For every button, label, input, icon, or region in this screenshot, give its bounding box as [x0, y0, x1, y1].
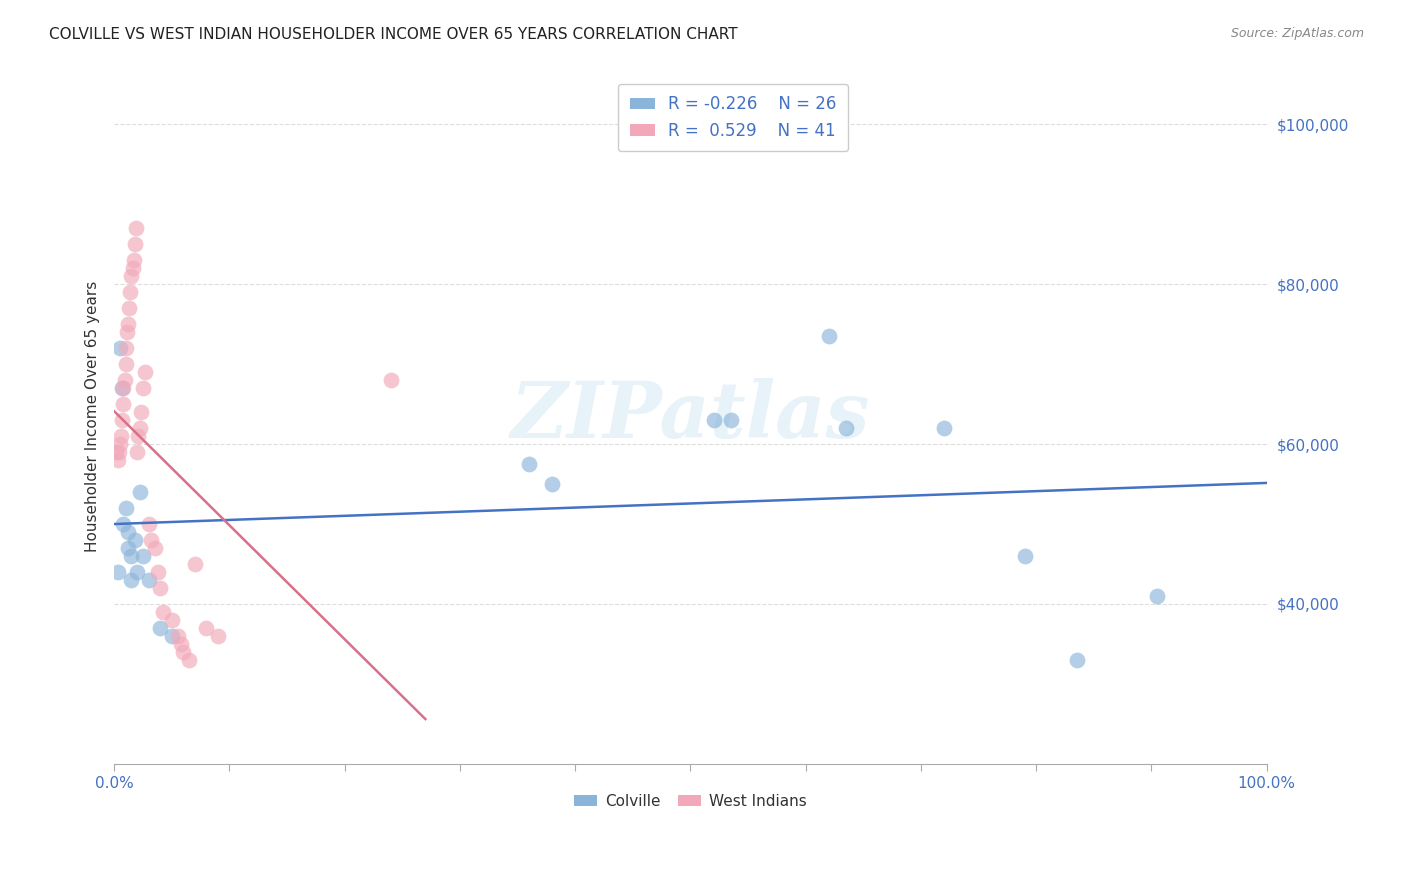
Point	[124, 237, 146, 252]
Point	[114, 501, 136, 516]
Point	[121, 269, 143, 284]
Point	[128, 485, 150, 500]
Point	[120, 285, 142, 300]
Point	[129, 405, 152, 419]
Point	[110, 429, 132, 443]
Point	[114, 357, 136, 371]
Point	[111, 381, 134, 395]
Point	[127, 445, 149, 459]
Point	[1014, 549, 1036, 563]
Point	[117, 524, 139, 539]
Point	[128, 421, 150, 435]
Point	[541, 477, 564, 491]
Point	[184, 557, 207, 571]
Point	[702, 413, 724, 427]
Point	[112, 517, 135, 532]
Point	[139, 533, 162, 547]
Point	[121, 573, 143, 587]
Point	[108, 437, 131, 451]
Point	[160, 613, 183, 627]
Point	[127, 429, 149, 443]
Point	[111, 413, 134, 427]
Point	[152, 605, 174, 619]
Point	[112, 381, 135, 395]
Point	[107, 565, 129, 579]
Point	[720, 413, 742, 427]
Point	[125, 221, 148, 235]
Text: Source: ZipAtlas.com: Source: ZipAtlas.com	[1230, 27, 1364, 40]
Point	[114, 373, 136, 387]
Text: COLVILLE VS WEST INDIAN HOUSEHOLDER INCOME OVER 65 YEARS CORRELATION CHART: COLVILLE VS WEST INDIAN HOUSEHOLDER INCO…	[49, 27, 738, 42]
Point	[132, 381, 155, 395]
Point	[932, 421, 955, 435]
Text: ZIPatlas: ZIPatlas	[510, 378, 870, 454]
Point	[835, 421, 858, 435]
Point	[108, 341, 131, 355]
Point	[160, 629, 183, 643]
Point	[149, 621, 172, 635]
Point	[1066, 653, 1088, 667]
Point	[170, 637, 193, 651]
Point	[143, 541, 166, 555]
Point	[127, 565, 149, 579]
Point	[105, 445, 128, 459]
Point	[121, 261, 143, 276]
Legend: Colville, West Indians: Colville, West Indians	[568, 788, 813, 815]
Point	[115, 325, 138, 339]
Point	[121, 549, 143, 563]
Point	[149, 581, 172, 595]
Point	[138, 573, 160, 587]
Point	[107, 445, 129, 459]
Point	[177, 653, 200, 667]
Point	[117, 541, 139, 555]
Point	[107, 453, 129, 467]
Point	[817, 329, 839, 343]
Point	[195, 621, 218, 635]
Point	[146, 565, 169, 579]
Point	[124, 533, 146, 547]
Point	[207, 629, 229, 643]
Point	[517, 457, 540, 471]
Point	[166, 629, 188, 643]
Point	[132, 549, 155, 563]
Point	[1146, 589, 1168, 603]
Y-axis label: Householder Income Over 65 years: Householder Income Over 65 years	[86, 281, 100, 552]
Point	[172, 645, 194, 659]
Point	[118, 301, 141, 316]
Point	[138, 517, 160, 532]
Point	[112, 397, 135, 411]
Point	[117, 318, 139, 332]
Point	[134, 365, 156, 379]
Point	[122, 253, 145, 268]
Point	[114, 341, 136, 355]
Point	[380, 373, 402, 387]
